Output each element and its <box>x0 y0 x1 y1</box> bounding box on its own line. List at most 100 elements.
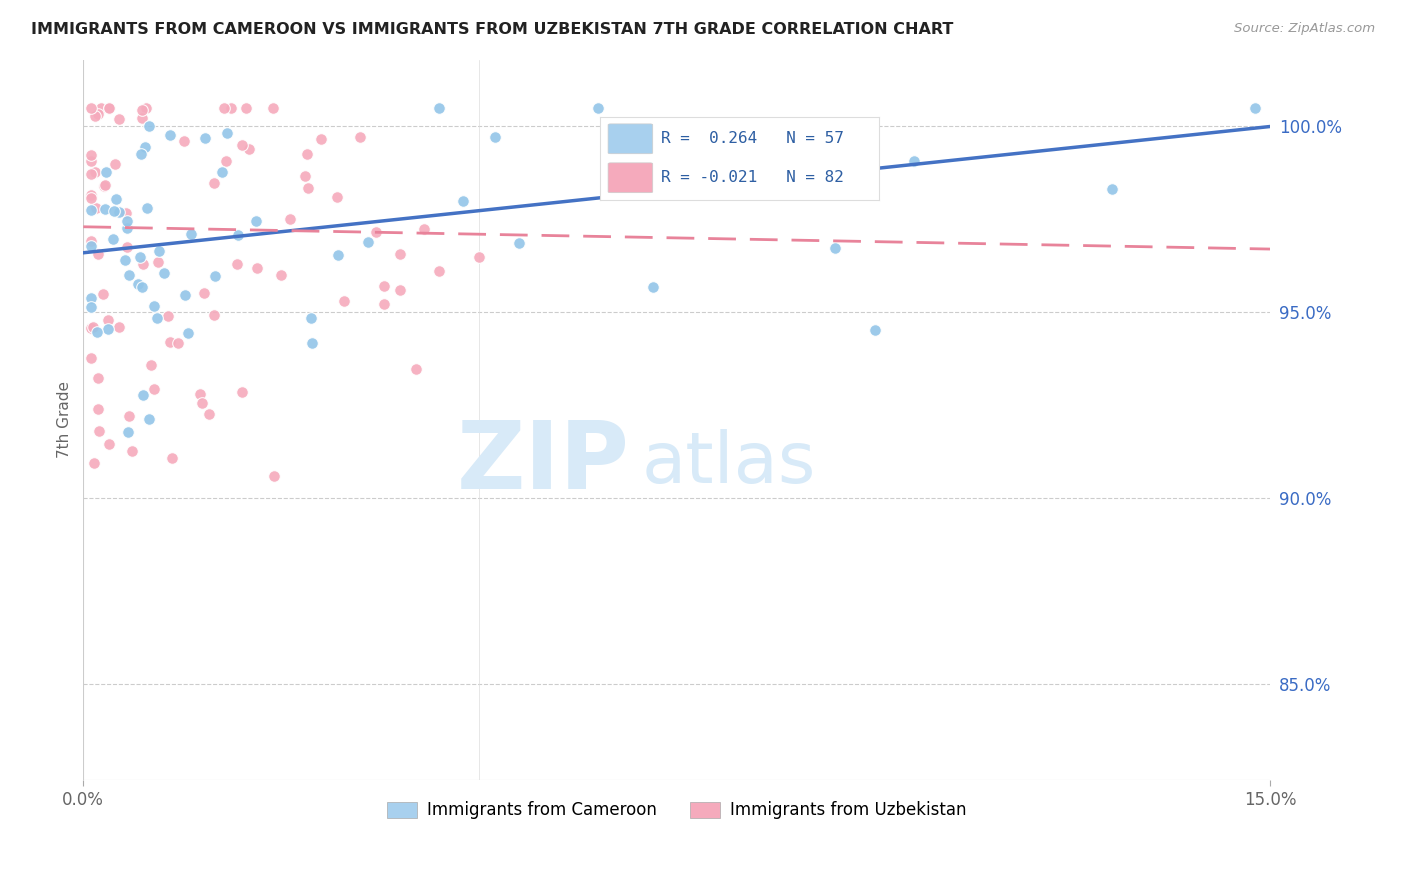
Point <box>785 134 807 148</box>
Point <box>297 180 319 194</box>
Point <box>325 190 347 204</box>
Point <box>80 239 103 253</box>
Point <box>177 326 200 341</box>
Legend: Immigrants from Cameroon, Immigrants from Uzbekistan: Immigrants from Cameroon, Immigrants fro… <box>381 795 973 826</box>
Point <box>87 107 110 121</box>
Point <box>204 269 226 284</box>
Point <box>173 134 195 148</box>
Point <box>349 129 371 144</box>
Point <box>80 202 103 217</box>
Point <box>80 320 103 334</box>
Point <box>1243 101 1265 115</box>
Y-axis label: 7th Grade: 7th Grade <box>58 382 72 458</box>
Point <box>131 111 153 125</box>
Point <box>138 119 160 133</box>
Point <box>115 214 138 228</box>
Point <box>84 201 107 215</box>
Point <box>80 235 103 249</box>
Point <box>295 146 318 161</box>
Point <box>83 164 105 178</box>
Text: ZIP: ZIP <box>457 417 630 509</box>
Point <box>97 322 120 336</box>
Point <box>508 235 530 250</box>
Point <box>211 164 233 178</box>
Point <box>108 205 131 219</box>
Point <box>373 279 395 293</box>
Point <box>139 358 162 372</box>
Text: atlas: atlas <box>641 429 815 498</box>
Point <box>104 157 127 171</box>
Point <box>86 326 108 340</box>
Point <box>118 409 141 423</box>
Point <box>451 194 474 209</box>
Point <box>82 319 104 334</box>
Point <box>86 401 108 416</box>
Point <box>333 294 356 309</box>
Point <box>245 213 267 227</box>
Point <box>226 227 249 242</box>
Point <box>132 388 155 402</box>
Point <box>246 260 269 275</box>
Point <box>129 147 152 161</box>
Point <box>824 241 846 255</box>
Point <box>388 247 411 261</box>
Point <box>706 127 728 141</box>
Point <box>219 101 242 115</box>
Point <box>364 225 387 239</box>
Point <box>142 299 165 313</box>
Point <box>145 311 167 326</box>
Point <box>405 361 427 376</box>
Point <box>98 101 121 115</box>
Point <box>388 283 411 297</box>
Point <box>301 335 323 350</box>
Point <box>98 101 121 115</box>
Point <box>80 101 103 115</box>
Point <box>191 396 214 410</box>
Text: Source: ZipAtlas.com: Source: ZipAtlas.com <box>1234 22 1375 36</box>
Point <box>121 444 143 458</box>
Point <box>159 128 181 143</box>
Point <box>215 126 238 140</box>
Point <box>202 176 225 190</box>
Point <box>373 297 395 311</box>
Point <box>117 239 139 253</box>
Point <box>80 191 103 205</box>
Point <box>94 165 117 179</box>
Point <box>117 425 139 439</box>
Point <box>134 140 156 154</box>
Point <box>238 142 260 156</box>
Point <box>83 456 105 470</box>
Point <box>270 268 292 283</box>
Point <box>215 154 238 169</box>
Point <box>94 202 117 216</box>
Point <box>114 252 136 267</box>
Point <box>108 320 131 334</box>
Point <box>263 469 285 483</box>
Point <box>586 101 609 115</box>
Point <box>80 321 103 335</box>
Point <box>129 250 152 264</box>
Point <box>157 309 180 323</box>
Point <box>429 264 451 278</box>
Point <box>131 279 153 293</box>
Point <box>90 101 112 115</box>
Point <box>94 178 117 192</box>
Point <box>93 179 115 194</box>
Point <box>80 154 103 169</box>
Point <box>80 148 103 162</box>
Point <box>212 101 235 115</box>
Point <box>97 437 120 451</box>
Point <box>87 371 110 385</box>
Point <box>131 103 153 118</box>
Point <box>83 109 105 123</box>
Point <box>231 384 253 399</box>
Point <box>194 131 217 145</box>
Point <box>262 101 284 115</box>
Point <box>127 277 149 292</box>
Point <box>429 101 451 115</box>
Point <box>107 112 129 127</box>
Point <box>226 257 249 271</box>
Point <box>326 248 349 262</box>
Point <box>412 222 434 236</box>
Point <box>115 221 138 235</box>
